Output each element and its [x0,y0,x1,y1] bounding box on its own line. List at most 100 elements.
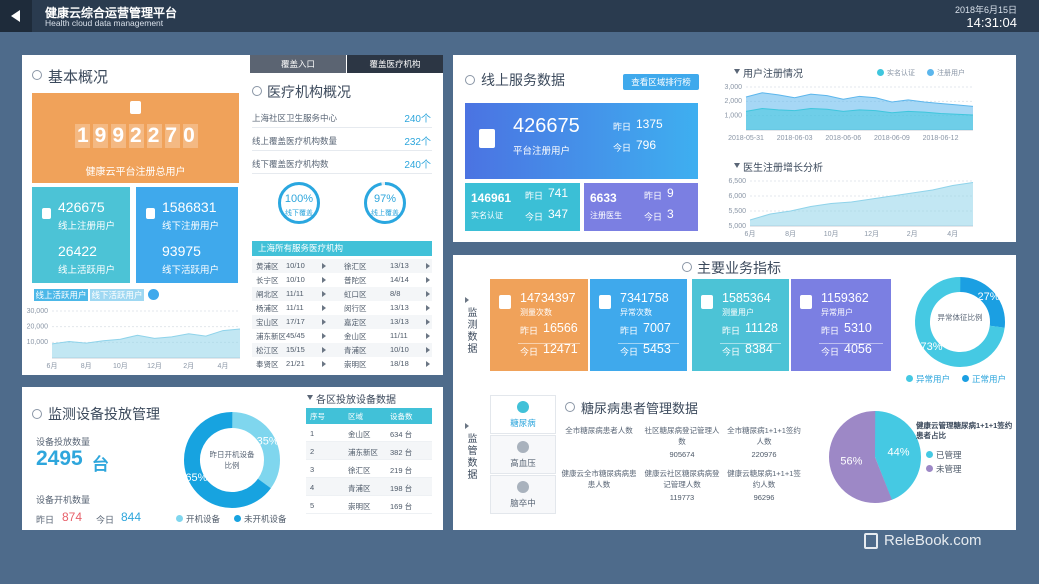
table-cell: 黄浦区 [256,262,279,271]
section-title: 医疗机构概况 [267,84,351,100]
panel-title: 基本概况 [48,69,109,86]
stat-value: 119773 [669,493,695,502]
disease-tab[interactable]: 糖尿病 [490,395,556,434]
y-tick-label: 3,000 [724,84,742,91]
tile-divider [720,343,781,344]
section-title: 糖尿病患者管理数据 [581,401,699,416]
table-cell: 13/13 [390,317,409,326]
yesterday-label: 昨日 [525,191,544,201]
table-caret [307,395,313,400]
digit-box [165,124,180,148]
stat-label: 健康云糖尿病1+1+1签约人数 [727,469,801,489]
back-arrow [11,10,20,22]
row-bg [306,424,432,442]
x-tick-label: 2018-06-09 [874,135,910,142]
stat-label: 全市糖尿病患者人数 [565,426,633,435]
row-arrow [426,263,430,269]
legend-dot [926,451,933,458]
area-chart: 1,000 2,000 3,000 2018-05-31 2018-06-03 2018-… [724,84,974,142]
donut-chart [278,182,320,224]
y-tick-label: 20,000 [27,324,49,331]
legend-label: 注册用户 [937,70,965,77]
yesterday-label: 昨日 [722,326,741,336]
table-cell: 奉贤区 [256,360,279,369]
today-value: 3 [667,207,674,221]
devices-panel: 监测设备投放管理 设备投放数量 2495 台设备开机数量 昨日 874 今日 844 35% 65… [22,387,443,530]
table-cell: 松江区 [256,346,279,355]
row-value: 240个 [404,114,431,125]
row-bg [306,460,432,478]
sub-box: 6633 注册医生 昨日 9 今日 3 [584,183,698,231]
table-cell: 徐汇区 [344,262,367,271]
area-line [749,182,974,221]
main-box: 426675 平台注册用户 昨日 1375 今日 796 [465,103,698,179]
side-label: 监管数据 [465,433,476,481]
y-tick-label: 5,500 [728,208,746,215]
pie-chart: 44% 56% [829,411,921,503]
arc [829,411,921,503]
legend-dot [962,375,969,382]
disease-tab[interactable]: 高血压 [490,435,556,474]
tile-label: 测量次数 [520,308,552,317]
digit-box [183,124,198,148]
area-fill [746,108,973,130]
coverage-tab[interactable]: 覆盖医疗机构 [347,55,443,73]
legend-dot [877,69,884,76]
tile-value: 426675 [58,199,105,215]
arc [364,182,406,224]
chart-tab[interactable]: 线下活跃用户 [90,289,144,301]
row-divider [252,173,432,174]
stat-tile: 426675 线上注册用户 26422 线上活跃用户 [32,187,130,283]
table-cell: 11/11 [286,289,304,298]
table-cell: 金山区 [344,332,367,341]
y-tick-label: 1,000 [724,113,742,120]
digit-box [75,124,90,148]
disease-tab[interactable]: 脑卒中 [490,475,556,514]
row-bg [306,496,432,514]
table-cell: 11/11 [286,303,304,312]
y-tick-label: 6,000 [728,193,746,200]
row-arrow [322,361,326,367]
table-cell: 普陀区 [344,276,367,285]
rank-button[interactable]: 查看区域排行榜 [623,74,699,90]
row-bg [306,478,432,496]
stat-tile: 1586831 线下注册用户 93975 线下活跃用户 [136,187,238,283]
chart-title: 用户注册情况 [743,69,803,80]
count-unit: 台 [92,455,109,474]
x-tick-label: 10月 [113,362,128,370]
yesterday-value: 7007 [643,321,671,335]
row-arrow [322,347,326,353]
indicator-tile: 1585364 测量用户 昨日 11128 今日 8384 [692,279,789,371]
on-label: 设备开机数量 [36,495,91,505]
today-label: 今日 [525,212,544,222]
table-cell: 18/18 [390,359,409,368]
sub-label: 实名认证 [471,211,503,220]
tile-value: 1586831 [162,199,217,215]
yesterday-label: 昨日 [644,191,663,201]
yesterday-value: 5310 [844,321,872,335]
coverage-tab[interactable]: 覆盖入口 [250,55,346,73]
row-bg [252,315,432,329]
back-button[interactable] [0,0,32,32]
row-arrow [426,291,430,297]
main-label: 平台注册用户 [513,146,571,157]
area-chart: 10,000 20,000 30,000 6月 8月 10月 12月 2月 4月 [27,308,241,370]
arc [278,182,320,224]
chart-tab[interactable]: 线上活跃用户 [34,289,88,301]
tab-label: 脑卒中 [510,498,536,508]
tile-label: 异常用户 [821,308,853,317]
row-arrow [322,333,326,339]
header-subtitle: Health cloud data management [45,18,164,28]
table-header: 序号 [310,412,325,421]
donut-chart [364,182,406,224]
table-cell: 10/10 [390,345,409,354]
table-cell: 崇明区 [348,502,371,511]
x-tick-label: 12月 [864,230,879,238]
tab-icon [517,481,529,493]
today-value: 4056 [844,342,872,356]
today-label: 今日 [520,347,539,357]
today-label: 今日 [96,515,115,525]
sub-value: 6633 [590,191,617,205]
icon [146,208,155,219]
stat-value: 220976 [751,450,777,459]
